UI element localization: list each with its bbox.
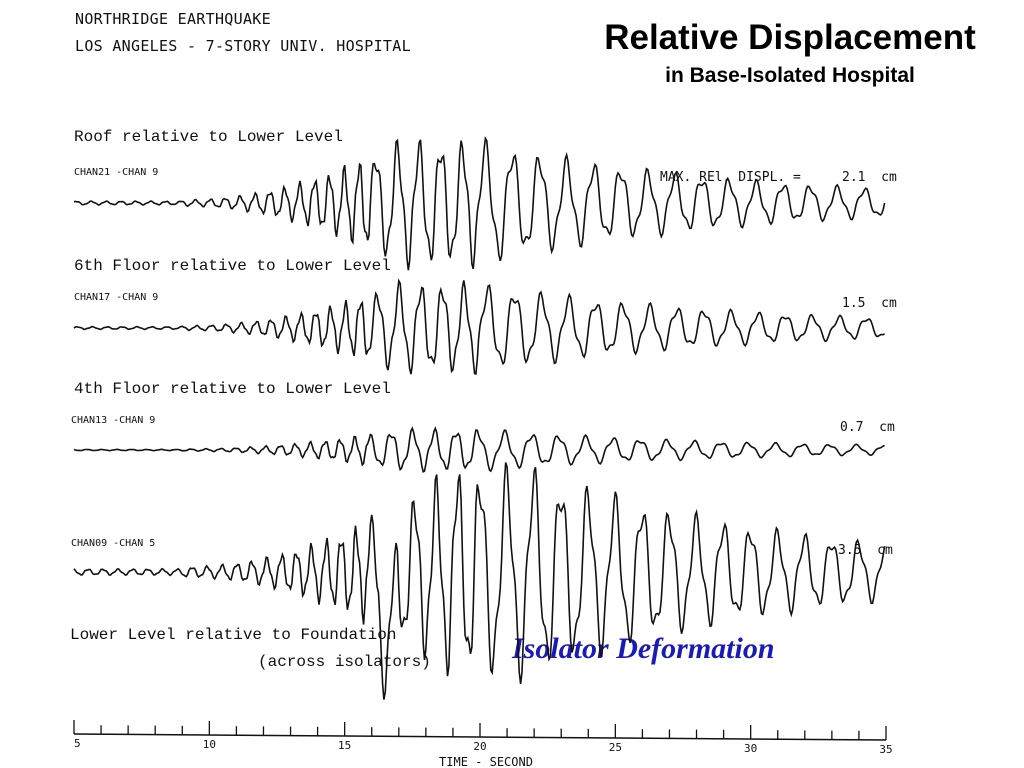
x-axis-label: TIME - SECOND bbox=[439, 755, 533, 768]
building-header: LOS ANGELES - 7-STORY UNIV. HOSPITAL bbox=[75, 37, 411, 55]
slide-title: Relative Displacement bbox=[604, 18, 976, 57]
max-value-4th-floor: 0.7 cm bbox=[840, 420, 895, 435]
channel-label-4th-floor: CHAN13 -CHAN 9 bbox=[71, 415, 156, 426]
max-value-6th-floor: 1.5 cm bbox=[842, 296, 897, 311]
panel-label-6th-floor: 6th Floor relative to Lower Level bbox=[74, 257, 391, 275]
panel-label-roof: Roof relative to Lower Level bbox=[74, 128, 343, 146]
x-tick-label: 15 bbox=[338, 739, 351, 752]
x-tick-label: 10 bbox=[203, 738, 216, 751]
channel-label-lower-level: CHAN09 -CHAN 5 bbox=[71, 538, 156, 549]
slide-subtitle: in Base-Isolated Hospital bbox=[665, 64, 915, 87]
panel-label-lower-level: Lower Level relative to Foundation bbox=[70, 626, 397, 644]
x-tick-label: 35 bbox=[879, 743, 892, 756]
panel-label-4th-floor: 4th Floor relative to Lower Level bbox=[74, 380, 391, 398]
trace-chan21-chan9 bbox=[73, 136, 886, 271]
max-value-roof: 2.1 cm bbox=[842, 170, 897, 185]
isolator-deformation-annotation: Isolator Deformation bbox=[512, 632, 775, 665]
trace-chan17-chan9 bbox=[73, 278, 885, 375]
channel-label-6th-floor: CHAN17 -CHAN 9 bbox=[74, 292, 159, 303]
max-displacement-caption: MAX. REl. DISPL. = bbox=[660, 170, 801, 185]
x-tick-label: 20 bbox=[473, 740, 486, 753]
event-header: NORTHRIDGE EARTHQUAKE bbox=[75, 10, 271, 28]
trace-chan09-chan5 bbox=[73, 462, 886, 700]
channel-label-roof: CHAN21 -CHAN 9 bbox=[74, 167, 159, 178]
trace-chan13-chan9 bbox=[73, 426, 885, 474]
x-tick-label: 30 bbox=[744, 742, 757, 755]
x-tick-label: 25 bbox=[609, 741, 622, 754]
x-tick-label: 5 bbox=[74, 737, 81, 750]
time-axis: 5 10 15 20 25 30 35 bbox=[73, 720, 893, 756]
